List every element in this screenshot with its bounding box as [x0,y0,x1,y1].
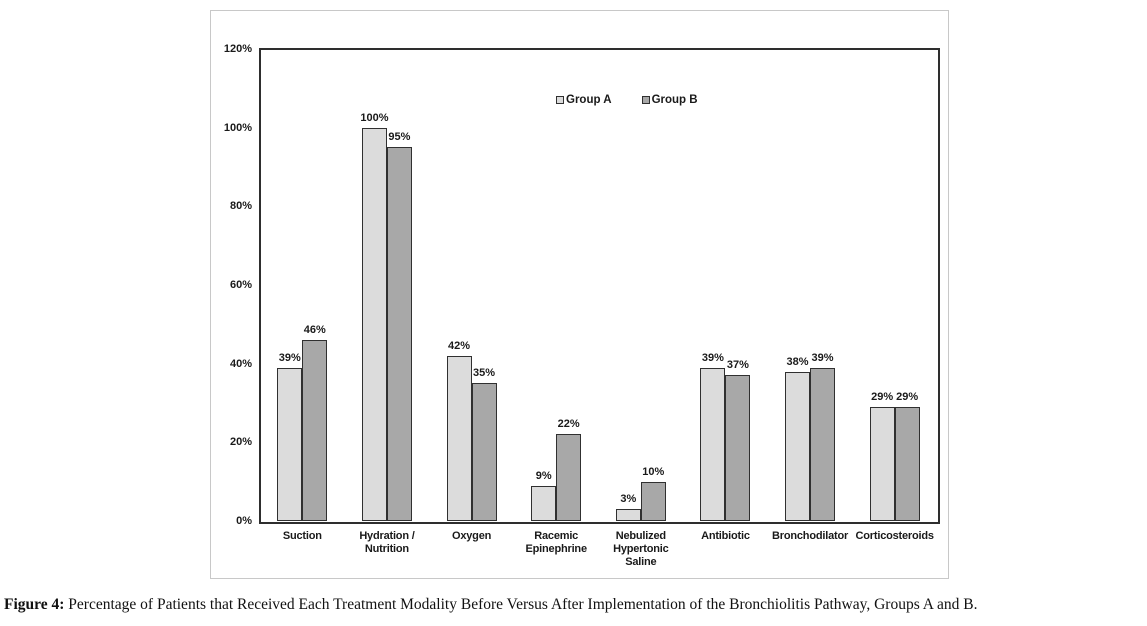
x-tick-label-antibiotic: Antibiotic [701,530,750,542]
figure-caption-text: Percentage of Patients that Received Eac… [64,596,978,613]
bar-group-a-corticosteroids [869,406,895,521]
bar-group-b-oxygen [471,383,497,521]
bar-value-label: 35% [473,367,496,380]
bar-value-label: 29% [896,390,919,403]
bar-group-b-corticosteroids [894,406,920,521]
legend-item-group-a: Group A [556,94,612,106]
legend-swatch-group-a [556,96,564,104]
bar-group-a-oxygen [446,355,472,521]
x-tick-label-nebulized: Nebulized Hypertonic Saline [613,530,669,568]
figure-caption-label: Figure 4: [4,596,65,613]
bar-value-label: 10% [642,465,665,478]
bar-value-label: 39% [811,351,834,364]
bar-value-label: 39% [278,351,301,364]
x-tick-label-racemic: Racemic Epinephrine [525,530,588,555]
bar-value-label: 38% [786,355,809,368]
legend-label-group-a: Group A [566,94,612,106]
legend-swatch-group-b [641,96,650,104]
bar-group-b-hydration [386,147,412,521]
legend: Group A Group B [556,94,698,106]
x-tick-label-suction: Suction [282,530,322,542]
bar-group-a-bronchodilator [785,371,811,521]
bar-group-a-hydration [361,127,387,521]
bar-value-label: 95% [388,131,411,144]
y-tick-label: 40% [229,357,252,370]
bar-value-label: 3% [620,493,637,506]
bar-value-label: 46% [303,324,326,337]
y-tick-label: 100% [223,121,252,134]
bar-value-label: 37% [726,359,749,372]
y-tick-label: 60% [229,279,252,291]
bar-group-a-antibiotic [700,367,726,521]
bar-group-a-suction [277,367,303,521]
bar-value-label: 22% [557,418,580,431]
legend-item-group-b: Group B [641,94,698,106]
y-tick-label: 0% [236,515,252,527]
bar-group-a-racemic [531,485,557,521]
bar-group-b-bronchodilator [810,367,836,521]
legend-label-group-b: Group B [651,94,698,106]
bar-group-b-racemic [556,434,582,521]
bar-value-label: 29% [871,390,894,403]
x-tick-label-hydration: Hydration / Nutrition [359,530,415,555]
bar-value-label: 42% [448,339,471,352]
bar-value-label: 39% [701,351,724,364]
bar-value-label: 100% [360,111,389,124]
bar-group-b-antibiotic [725,375,751,521]
bar-group-b-suction [302,340,328,521]
y-tick-label: 80% [229,200,252,213]
x-tick-label-bronchodilator: Bronchodilator [772,530,849,542]
figure-caption: Figure 4: Percentage of Patients that Re… [4,595,1144,615]
bar-value-label: 9% [535,469,552,482]
y-tick-label: 120% [223,43,252,55]
x-tick-label-oxygen: Oxygen [451,530,492,542]
y-tick-label: 20% [229,436,252,449]
bar-group-a-nebulized [615,509,641,521]
x-tick-label-corticosteroids: Corticosteroids [855,530,934,542]
bar-group-b-nebulized [640,481,666,521]
